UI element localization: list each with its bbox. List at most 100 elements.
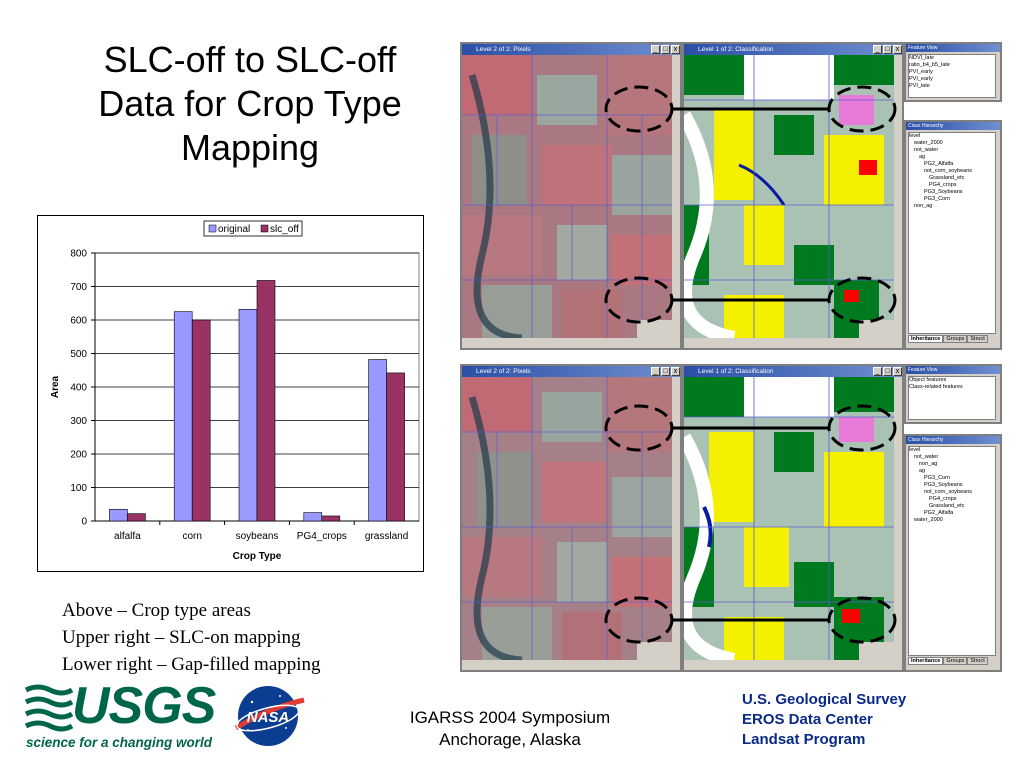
lower-feature-view[interactable]: Feature View Object features Class-relat…	[904, 364, 1002, 424]
tree-item[interactable]: non_ag	[919, 461, 938, 467]
tree-item[interactable]: Grassland_etc	[929, 175, 965, 181]
tree-item[interactable]: water_2000	[914, 517, 943, 523]
tree-item[interactable]: not_corn_soybeans	[924, 168, 973, 174]
panel-title: Class Hierarchy	[908, 437, 944, 443]
maximize-icon[interactable]: □	[883, 367, 892, 376]
bar-original-grassland	[368, 359, 387, 522]
tree-item[interactable]: level	[909, 133, 921, 139]
tab-struct[interactable]: Struct	[967, 335, 988, 343]
title-line-2: Data for Crop Type	[98, 83, 402, 124]
tree-item[interactable]: PG3_Soybeans	[924, 189, 963, 195]
panel-tabs: Inheritance Groups Struct	[908, 335, 988, 343]
feature-item[interactable]: PVI_early	[909, 76, 933, 82]
y-tick-label: 100	[70, 483, 87, 494]
tree-item[interactable]: non_ag	[914, 203, 933, 209]
titlebar: Feature View	[906, 44, 1000, 52]
titlebar: Level 1 of 2: Classification	[684, 44, 902, 55]
y-tick-label: 300	[70, 416, 87, 427]
tree-item[interactable]: PG3_Corn	[924, 475, 950, 481]
y-tick-label: 800	[70, 249, 87, 260]
footer-event: IGARSS 2004 Symposium Anchorage, Alaska	[380, 707, 640, 751]
tree-item[interactable]: PG4_crops	[929, 182, 957, 188]
bar-slc_off-alfalfa	[127, 513, 146, 522]
false-color-image[interactable]	[462, 377, 672, 660]
tab-inheritance[interactable]: Inheritance	[908, 657, 944, 665]
tree-item[interactable]: PG2_Alfalfa	[924, 161, 954, 167]
tab-struct[interactable]: Struct	[967, 657, 988, 665]
tree-item[interactable]: ag	[919, 468, 926, 474]
footer-org: U.S. Geological Survey EROS Data Center …	[742, 690, 906, 750]
title-line-1: SLC-off to SLC-off	[103, 39, 397, 80]
lower-class-hierarchy[interactable]: Class Hierarchy level not_water non_ag a…	[904, 434, 1002, 672]
feature-item[interactable]: PVI_early	[909, 69, 933, 75]
upper-pixels-window[interactable]: Level 2 of 2: Pixels _ □ x	[460, 42, 682, 350]
y-tick-label: 0	[81, 517, 87, 528]
close-icon[interactable]: x	[671, 45, 680, 54]
window-title: Level 2 of 2: Pixels	[476, 368, 531, 375]
feature-item[interactable]: Class-related features	[909, 384, 963, 390]
nasa-logo: NASA	[234, 686, 305, 746]
lower-pixels-window[interactable]: Level 2 of 2: Pixels _ □ x	[460, 364, 682, 672]
tree-item[interactable]: level	[909, 447, 921, 453]
legend-label-slc_off: slc_off	[270, 224, 299, 235]
annotation-ellipse	[827, 276, 897, 324]
maximize-icon[interactable]: □	[661, 367, 670, 376]
tree-item[interactable]: not_water	[914, 454, 939, 460]
tree-item[interactable]: ag	[919, 154, 926, 160]
panel-tabs: Inheritance Groups Struct	[908, 657, 988, 665]
maximize-icon[interactable]: □	[661, 45, 670, 54]
y-tick-label: 500	[70, 349, 87, 360]
upper-feature-view[interactable]: Feature View NDVI_late ratio_b4_b5_late …	[904, 42, 1002, 102]
titlebar: Level 1 of 2: Classification	[684, 366, 902, 377]
tree-item[interactable]: PG2_Alfalfa	[924, 510, 954, 516]
minimize-icon[interactable]: _	[651, 367, 660, 376]
legend-swatch-slc_off	[260, 224, 269, 233]
classification-map[interactable]	[684, 55, 894, 338]
usgs-tagline: science for a changing world	[26, 735, 213, 750]
legend-label-original: original	[218, 224, 250, 235]
bar-original-alfalfa	[109, 508, 128, 522]
tab-groups[interactable]: Groups	[943, 657, 968, 665]
panel-title: Class Hierarchy	[908, 123, 944, 129]
window-title: Level 1 of 2: Classification	[698, 368, 774, 375]
maximize-icon[interactable]: □	[883, 45, 892, 54]
false-color-image[interactable]	[462, 55, 672, 338]
bar-original-soybeans	[238, 308, 258, 522]
tree-item[interactable]: PG3_Corn	[924, 196, 950, 202]
feature-item[interactable]: PVI_late	[909, 83, 930, 89]
close-icon[interactable]: x	[893, 45, 902, 54]
titlebar: Class Hierarchy	[906, 122, 1000, 130]
tree-item[interactable]: Grassland_etc	[929, 503, 965, 509]
minimize-icon[interactable]: _	[873, 45, 882, 54]
feature-item[interactable]: ratio_b4_b5_late	[909, 62, 950, 68]
tree-item[interactable]: PG4_crops	[929, 496, 957, 502]
captions: Above – Crop type areas Upper right – SL…	[62, 597, 321, 678]
caption-line-3: Lower right – Gap-filled mapping	[62, 654, 321, 675]
tree-item[interactable]: water_2000	[914, 140, 943, 146]
bar-slc_off-soybeans	[256, 280, 276, 522]
feature-item[interactable]: Object features	[909, 377, 947, 383]
feature-list[interactable]: Object features Class-related features	[908, 376, 996, 420]
upper-class-hierarchy[interactable]: Class Hierarchy level water_2000 not_wat…	[904, 120, 1002, 350]
upper-classification-window[interactable]: Level 1 of 2: Classification _ □ x	[682, 42, 904, 350]
tree-item[interactable]: not_corn_soybeans	[924, 489, 973, 495]
bar-original-PG4_crops	[303, 512, 323, 522]
class-tree[interactable]: level not_water non_ag ag PG3_Corn PG3_S…	[908, 446, 996, 656]
minimize-icon[interactable]: _	[651, 45, 660, 54]
bar-chart: 0 100 200 300 400 500 600 700 800 alfalfa corn soyb…	[37, 215, 424, 572]
upper-screenshot: Level 2 of 2: Pixels _ □ x Level 1 of 2:…	[460, 42, 1002, 352]
close-icon[interactable]: x	[893, 367, 902, 376]
tree-item[interactable]: not_water	[914, 147, 939, 153]
y-axis-label: Area	[50, 375, 61, 398]
x-tick-label: corn	[182, 531, 201, 542]
feature-list[interactable]: NDVI_late ratio_b4_b5_late PVI_early PVI…	[908, 54, 996, 98]
feature-item[interactable]: NDVI_late	[909, 55, 935, 61]
classification-map[interactable]	[684, 377, 894, 660]
tab-groups[interactable]: Groups	[943, 335, 968, 343]
tree-item[interactable]: PG3_Soybeans	[924, 482, 963, 488]
class-tree[interactable]: level water_2000 not_water ag PG2_Alfalf…	[908, 132, 996, 334]
close-icon[interactable]: x	[671, 367, 680, 376]
bar-slc_off-corn	[191, 319, 211, 522]
tab-inheritance[interactable]: Inheritance	[908, 335, 944, 343]
minimize-icon[interactable]: _	[873, 367, 882, 376]
